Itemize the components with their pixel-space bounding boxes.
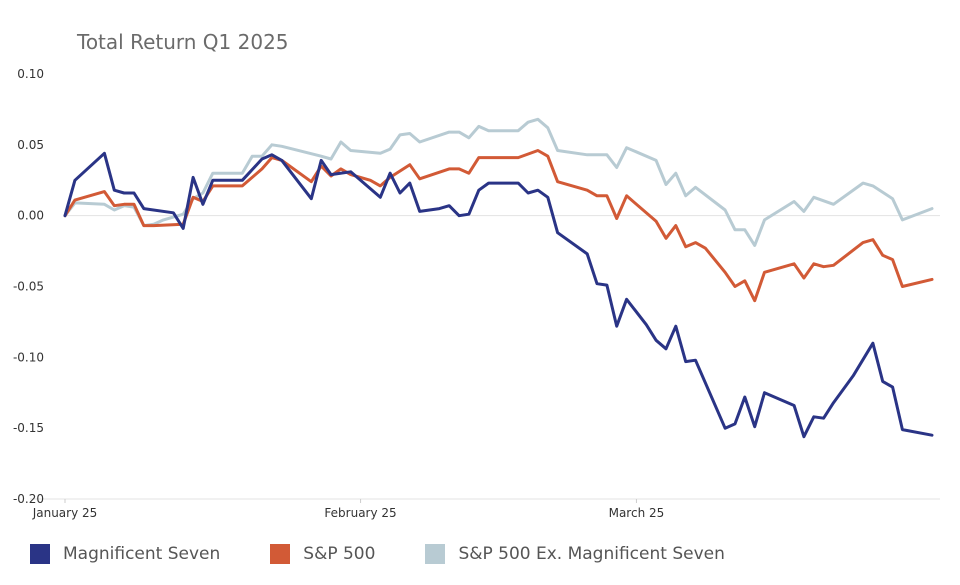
x-axis-ticks: January 25 February 25 March 25	[32, 499, 665, 520]
y-tick-label: 0.10	[17, 67, 44, 81]
series-lines	[63, 117, 934, 439]
y-tick-label: 0.00	[17, 209, 44, 223]
x-tick-label: February 25	[324, 506, 396, 520]
y-tick-label: -0.05	[13, 280, 44, 294]
legend-label-sp500: S&P 500	[303, 544, 376, 564]
legend-swatch-sp500-ex-mag7	[425, 544, 446, 564]
legend-label-sp500-ex-mag7: S&P 500 Ex. Magnificent Seven	[458, 544, 725, 564]
legend-label-magnificent-seven: Magnificent Seven	[63, 544, 221, 564]
y-tick-label: 0.05	[17, 138, 44, 152]
series-line-1	[63, 149, 934, 303]
legend-swatch-magnificent-seven	[30, 544, 50, 564]
series-line-0	[63, 151, 934, 439]
x-tick-label: January 25	[32, 506, 98, 520]
y-tick-label: -0.10	[13, 350, 44, 364]
y-tick-label: -0.20	[13, 492, 44, 506]
gridlines	[30, 215, 940, 500]
chart-title: Total Return Q1 2025	[77, 30, 289, 54]
legend-swatch-sp500	[270, 544, 291, 564]
x-tick-label: March 25	[609, 506, 665, 520]
y-axis-ticks: 0.10 0.05 0.00 -0.05 -0.10 -0.15 -0.20	[13, 67, 44, 506]
legend: Magnificent Seven S&P 500 S&P 500 Ex. Ma…	[30, 544, 775, 564]
chart-plot-area: 0.10 0.05 0.00 -0.05 -0.10 -0.15 -0.20 January…	[13, 67, 940, 520]
legend-item-sp500-ex-mag7: S&P 500 Ex. Magnificent Seven	[425, 544, 725, 564]
legend-item-sp500: S&P 500	[270, 544, 375, 564]
legend-item-magnificent-seven: Magnificent Seven	[30, 544, 220, 564]
y-tick-label: -0.15	[13, 421, 44, 435]
